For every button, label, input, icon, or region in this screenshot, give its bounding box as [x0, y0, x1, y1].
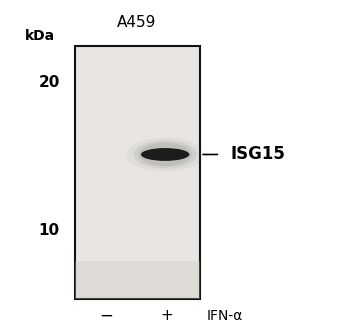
Ellipse shape	[139, 143, 192, 166]
Text: kDa: kDa	[25, 29, 55, 43]
Text: 20: 20	[38, 75, 60, 90]
Text: IFN-α: IFN-α	[207, 309, 243, 323]
Text: 10: 10	[39, 223, 60, 238]
Text: A459: A459	[117, 15, 156, 30]
Text: +: +	[160, 308, 173, 323]
Bar	[75, 46, 200, 299]
Text: ISG15: ISG15	[230, 145, 285, 163]
Bar	[75, 261, 200, 299]
Ellipse shape	[126, 137, 204, 172]
Ellipse shape	[141, 148, 189, 161]
Ellipse shape	[134, 140, 197, 168]
Text: −: −	[100, 307, 114, 325]
